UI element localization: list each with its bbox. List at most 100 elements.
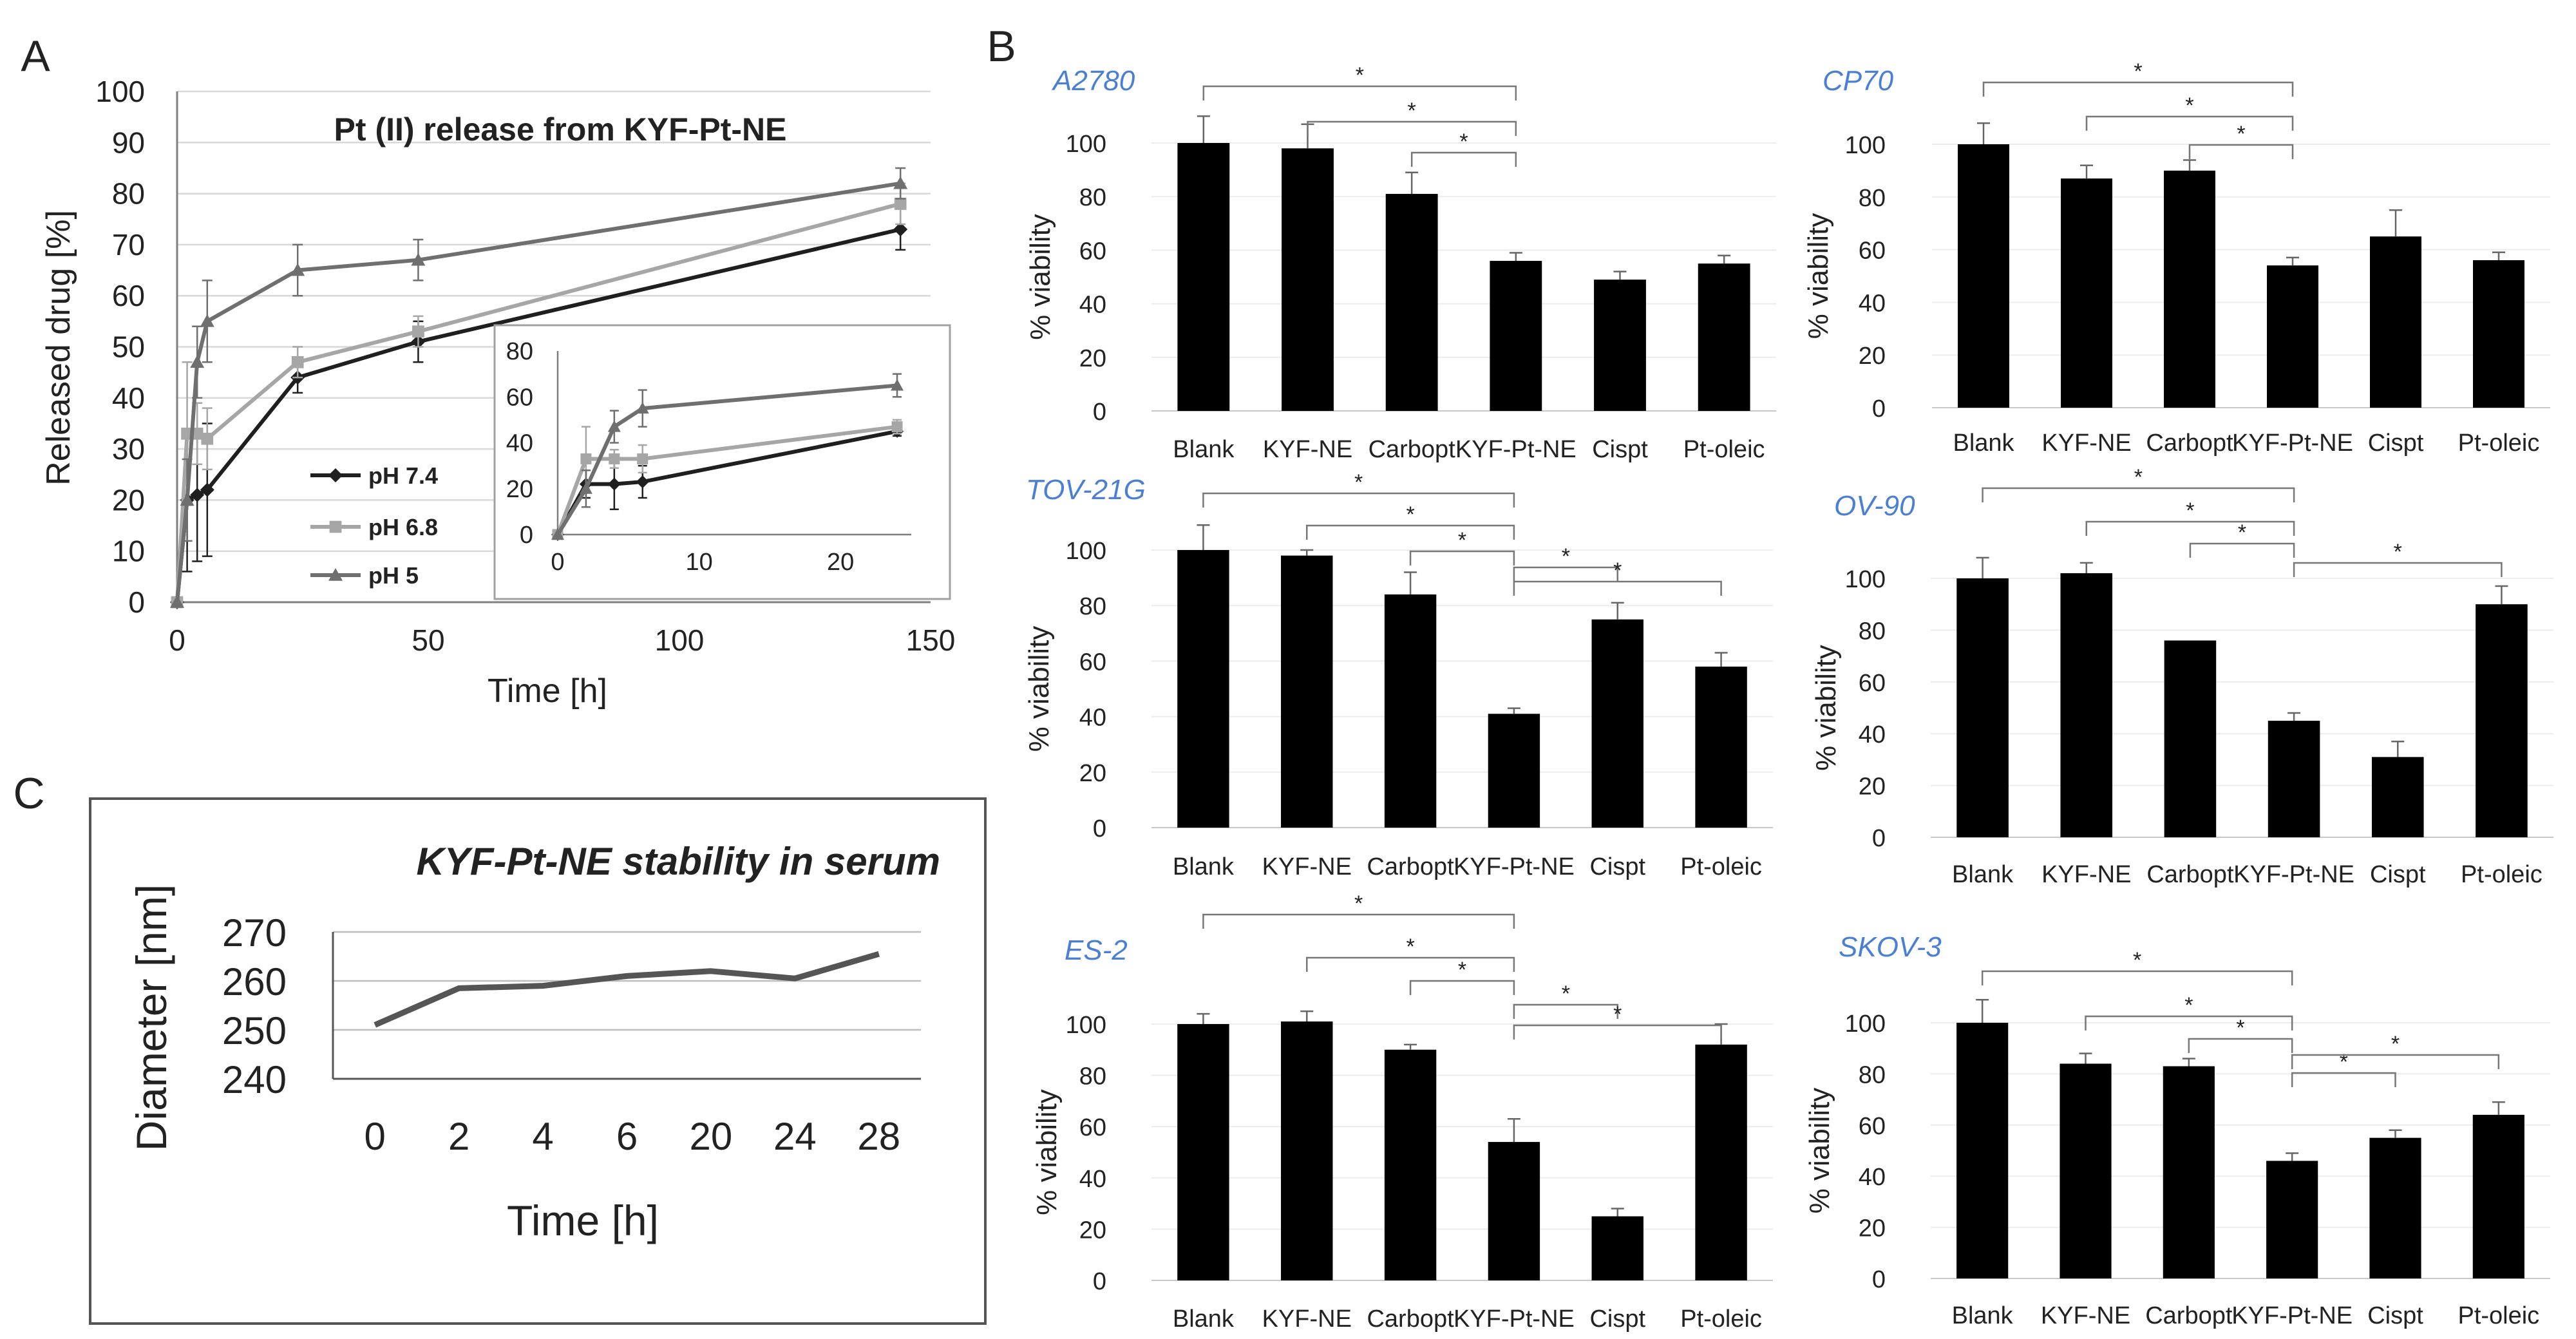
significance-star: * [1562,982,1570,1006]
significance-star: * [2236,1016,2244,1040]
bar [1281,1021,1333,1280]
significance-star: * [2184,993,2193,1018]
bar [1281,555,1333,828]
y-axis-label: % viability [1031,1089,1063,1215]
inset-data-point [637,453,649,464]
y-tick-label: 100 [1845,566,1886,593]
legend-marker [328,568,343,581]
panel-c-frame [89,797,987,1325]
category-label: Carbopt [1367,1306,1454,1333]
y-tick-label: 60 [1079,649,1106,676]
category-label: KYF-NE [1263,436,1352,463]
significance-star: * [1354,470,1363,495]
bar [1695,667,1747,828]
significance-star: * [2237,122,2245,146]
y-tick-label: 80 [1079,1063,1106,1090]
chart-title: KYF-Pt-NE stability in serum [417,840,940,883]
bar [2476,604,2528,837]
bar [2061,178,2112,408]
y-tick-label: 80 [1079,593,1106,620]
category-label: KYF-Pt-NE [2232,430,2353,457]
data-point [201,432,214,445]
y-axis-label: Diameter [nm] [128,884,175,1151]
bar [2473,260,2524,408]
significance-star: * [1408,99,1416,123]
inset-x-tick: 0 [551,549,564,576]
category-label: Pt-oleic [2461,861,2543,888]
category-label: Blank [1173,853,1235,880]
y-tick-label: 70 [112,228,145,261]
significance-bracket [1513,566,1618,582]
y-tick-label: 260 [222,960,287,1003]
cell-line-label: ES-2 [1065,935,1128,966]
panel-b-chart-cp70: 0 20 40 60 80 100 % viability CP70 Blank KYF-NE Ca… [1803,59,2550,457]
legend-marker [328,468,343,482]
significance-bracket [1202,913,1515,929]
significance-star: * [2185,93,2193,118]
panel-label-a: A [21,32,50,81]
bar [2163,1066,2215,1278]
y-tick-label: 60 [1859,238,1886,265]
data-point [291,356,304,368]
y-axis-label: Released drug [%] [40,210,77,486]
y-tick-label: 20 [1079,1217,1106,1244]
inset-data-point [607,420,621,432]
x-axis-label: Time [h] [507,1197,659,1244]
y-axis-label: % viability [1810,645,1842,771]
y-tick-label: 40 [1079,1166,1106,1193]
significance-bracket [2189,542,2295,558]
panel-label-b: B [987,22,1016,71]
y-tick-label: 240 [222,1058,287,1101]
x-tick-label: 28 [857,1115,900,1158]
significance-star: * [1613,1002,1622,1027]
y-tick-label: 100 [1845,1011,1886,1038]
bar [2060,1063,2112,1278]
category-label: KYF-NE [1262,1306,1352,1333]
cell-line-label: SKOV-3 [1839,931,1942,963]
inset-data-point [891,379,904,391]
significance-star: * [1458,958,1466,982]
y-tick-label: 20 [112,483,145,517]
x-tick-label: 20 [690,1115,733,1158]
significance-bracket [2188,144,2294,159]
data-point [170,595,184,608]
panel-b-chart-tov-21g: 0 20 40 60 80 100 % viability TOV-21G Blank KYF-N… [1023,470,1773,880]
y-tick-label: 60 [1079,1114,1106,1141]
y-tick-label: 0 [1872,395,1886,423]
significance-star: * [1459,129,1468,154]
y-tick-label: 100 [1066,538,1106,565]
y-tick-label: 30 [112,432,145,466]
y-tick-label: 80 [1859,1061,1886,1088]
x-axis-label: Time [h] [488,672,607,710]
x-tick-label: 50 [412,623,444,657]
data-point [190,488,205,502]
panel-b-chart-a2780: B 0 20 40 60 80 100 % viability A2780 Blank KYF-NE… [987,22,1776,463]
bar [2370,236,2421,408]
category-label: Blank [1953,430,2014,457]
category-label: KYF-Pt-NE [1455,436,1577,463]
bar [2266,1161,2318,1278]
significance-star: * [1356,63,1364,88]
category-label: Blank [1173,1306,1235,1333]
significance-star: * [1354,891,1363,916]
y-tick-label: 0 [1093,399,1106,426]
category-label: Pt-oleic [1683,436,1765,463]
legend-marker [329,520,342,533]
x-tick-label: 100 [655,623,705,657]
y-tick-label: 60 [1079,238,1106,265]
y-tick-label: 20 [1859,343,1886,370]
cell-line-label: CP70 [1823,65,1894,97]
category-label: Carbopt [2146,861,2234,888]
bar [1177,550,1229,828]
bar [1956,578,2009,837]
significance-bracket [2291,1072,2396,1087]
significance-bracket [1306,956,1515,972]
significance-bracket [1410,151,1517,167]
legend-label: pH 6.8 [368,514,438,540]
significance-bracket [1982,81,2294,97]
bar [1488,1142,1540,1280]
y-axis-label: % viability [1803,213,1834,339]
inset-y-tick: 40 [506,430,533,457]
chart-title: Pt (II) release from KYF-Pt-NE [334,111,787,147]
